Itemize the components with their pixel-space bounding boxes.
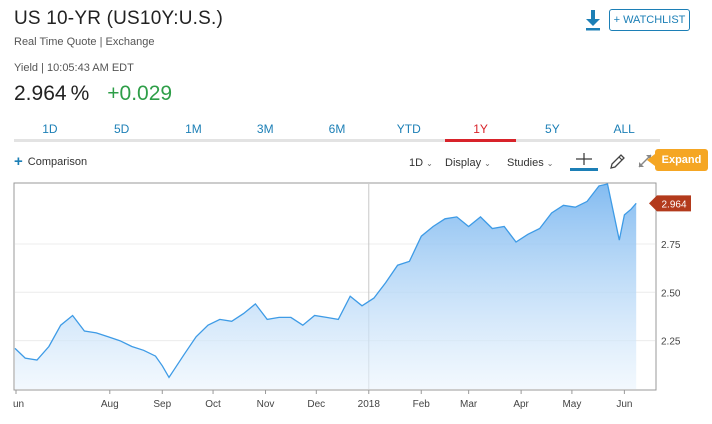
tab-6m[interactable]: 6M (328, 122, 346, 136)
studies-label: Studies (507, 157, 544, 169)
tab-all[interactable]: ALL (613, 122, 635, 136)
tab-1m[interactable]: 1M (185, 122, 202, 136)
chart-svg: 2.25 2.50 2.75 un Aug Sep Oct Nov Dec 2018 Feb Mar A… (13, 182, 691, 410)
download-icon[interactable] (583, 9, 603, 31)
tab-5d[interactable]: 5D (114, 122, 130, 136)
chevron-down-icon: ⌄ (484, 159, 491, 168)
tab-1y[interactable]: 1Y (444, 118, 517, 142)
price-row: 2.964 % +0.029 (14, 82, 172, 108)
price-unit: % (70, 82, 90, 105)
time-range-tabs: 1D 5D 1M 3M 6M YTD 1Y 5Y ALL (14, 118, 660, 142)
plus-icon: + (14, 153, 23, 170)
quote-source: Real Time Quote | Exchange (14, 36, 155, 48)
expand-button[interactable]: Expand (647, 149, 708, 171)
interval-dropdown[interactable]: 1D ⌄ (409, 157, 433, 169)
x-tick-label: Feb (413, 399, 431, 410)
display-label: Display (445, 157, 482, 169)
tab-3m[interactable]: 3M (256, 122, 274, 136)
x-tick-label: un (13, 399, 24, 410)
series-area (15, 184, 637, 389)
comparison-label: Comparison (27, 156, 88, 168)
tab-5y[interactable]: 5Y (545, 122, 560, 136)
y-tick-label: 2.25 (661, 337, 681, 348)
studies-dropdown[interactable]: Studies ⌄ (507, 157, 553, 169)
last-price: 2.964 (14, 82, 67, 105)
last-price-tag-label: 2.964 (661, 199, 686, 210)
y-tick-label: 2.50 (661, 288, 681, 299)
x-tick-label: Nov (257, 399, 275, 410)
add-to-watchlist-button[interactable]: + WATCHLIST (609, 9, 690, 31)
x-tick-label: May (562, 399, 581, 410)
security-title: US 10-YR (US10Y:U.S.) (14, 8, 224, 29)
x-tick-label: Dec (307, 399, 325, 410)
chevron-down-icon: ⌄ (426, 159, 433, 168)
tab-ytd[interactable]: YTD (396, 122, 421, 136)
yield-timestamp: Yield | 10:05:43 AM EDT (14, 62, 134, 74)
price-chart[interactable]: 2.25 2.50 2.75 un Aug Sep Oct Nov Dec 2018 Feb Mar A… (0, 182, 712, 424)
crosshair-icon[interactable] (570, 152, 598, 172)
x-tick-label: Jun (616, 399, 632, 410)
x-tick-label: Apr (513, 399, 529, 410)
x-tick-label: Oct (205, 399, 221, 410)
x-tick-label: 2018 (358, 399, 381, 410)
tab-1d[interactable]: 1D (42, 122, 58, 136)
interval-label: 1D (409, 157, 424, 169)
comparison-button[interactable]: + Comparison (14, 153, 88, 170)
display-dropdown[interactable]: Display ⌄ (445, 157, 491, 169)
chart-toolbar: + Comparison 1D ⌄ Display ⌄ Studies ⌄ Expan… (14, 149, 708, 176)
x-tick-label: Mar (460, 399, 478, 410)
x-tick-label: Aug (101, 399, 119, 410)
pencil-icon[interactable] (607, 152, 627, 172)
chevron-down-icon: ⌄ (546, 159, 554, 168)
x-tick-label: Sep (153, 399, 171, 410)
price-change: +0.029 (107, 82, 173, 105)
series-line (14, 183, 637, 379)
last-price-tag (649, 195, 691, 212)
y-tick-label: 2.75 (661, 240, 681, 251)
